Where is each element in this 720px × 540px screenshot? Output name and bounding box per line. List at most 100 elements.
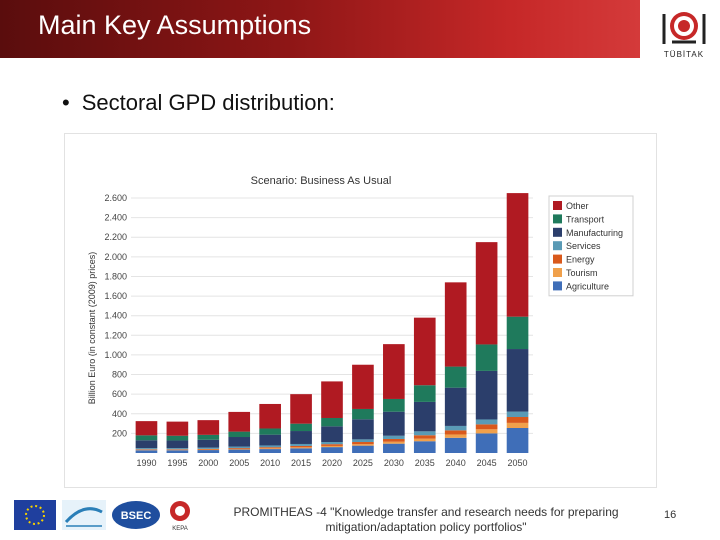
bar-segment-tourism [444,434,467,438]
bar-segment-tourism [475,429,498,434]
bar-segment-energy [506,417,529,423]
partner-logos: BSEC KEPA [14,496,204,536]
bar-segment-transport [383,398,405,412]
bar-segment-other [290,394,312,424]
bar-segment-manufacturing [135,440,158,449]
bar-segment-transport [413,385,436,402]
bar-segment-transport [475,344,498,371]
legend-swatch [553,214,562,224]
y-tick-label: 1.600 [104,291,127,301]
bar-segment-other [197,420,220,435]
bar-segment-agriculture [259,449,281,453]
legend-label: Other [566,201,589,211]
bar-segment-services [321,442,343,445]
chart-canvas: Scenario: Business As Usual Billion Euro… [87,175,634,468]
bullet-point: • Sectoral GPD distribution: [62,90,335,116]
legend-box [548,195,634,297]
bar-segment-tourism [259,448,281,450]
bar-segment-other [228,411,251,432]
x-tick-label: 2045 [477,458,497,468]
bar-segment-services [444,425,467,431]
x-tick-label: 2035 [415,458,435,468]
bar-segment-manufacturing [506,349,529,412]
bar-segment-services [290,443,312,446]
bar-segment-services [166,448,189,450]
y-tick-label: 2.200 [104,232,127,242]
bar-segment-tourism [290,447,312,449]
bar-segment-agriculture [228,449,251,453]
bar-segment-agriculture [352,445,374,453]
y-tick-label: 400 [112,409,127,419]
bar-segment-energy [166,449,189,450]
bar-segment-services [135,448,158,450]
bar-segment-tourism [413,438,436,442]
y-tick-label: 1.800 [104,271,127,281]
title-bar: Main Key Assumptions [0,0,640,58]
kepa-logo-text: KEPA [172,526,188,532]
y-tick-label: 2.600 [104,193,127,203]
bullet-dot-icon: • [62,90,70,115]
bar-segment-energy [444,430,467,435]
bar-segment-transport [197,434,220,440]
x-tick-label: 1990 [136,458,156,468]
bar-segment-manufacturing [321,426,343,443]
bar-segment-services [259,445,281,448]
bar-segment-manufacturing [383,411,405,436]
x-tick-labels: 1990 1995 2000 2005 2010 2015 2020 2025 2030 2035… [136,458,527,468]
x-tick-label: 2010 [260,458,280,468]
bar-segment-energy [135,449,158,450]
bsec-logo-text: BSEC [121,510,152,522]
bar-segment-energy [475,424,498,430]
y-tick-labels: 200 400 600 800 1.000 1.200 1.400 1.600 1.800 2.0… [104,193,127,438]
y-tick-label: 800 [112,370,127,380]
bar-segment-agriculture [135,450,158,453]
bar-segment-services [197,447,220,449]
footer-line-1: PROMITHEAS -4 "Knowledge transfer and re… [233,505,619,519]
x-tick-label: 2000 [198,458,218,468]
x-tick-label: 2025 [353,458,373,468]
x-tick-label: 2040 [446,458,466,468]
bars [135,193,529,453]
bar-segment-transport [135,435,158,441]
bar-segment-manufacturing [475,370,498,420]
bar-segment-agriculture [413,441,436,453]
bar-segment-transport [290,423,312,432]
x-tick-label: 2020 [322,458,342,468]
bar-segment-transport [444,366,467,388]
bar-segment-tourism [383,441,405,444]
legend-label: Services [566,241,601,251]
bar-segment-tourism [352,444,374,446]
bar-segment-other [166,421,189,436]
footer-caption: PROMITHEAS -4 "Knowledge transfer and re… [228,505,624,535]
bar-segment-services [383,435,405,439]
bar-segment-agriculture [290,448,312,453]
bar-segment-services [352,439,374,443]
bar-segment-transport [321,417,343,427]
kepa-logo-icon: KEPA [170,501,190,532]
bar-segment-manufacturing [259,434,281,446]
bar-segment-agriculture [475,433,498,453]
bar-segment-tourism [228,448,251,450]
bar-segment-energy [383,438,405,442]
bar-segment-manufacturing [228,437,251,447]
x-tick-label: 2050 [508,458,528,468]
bar-segment-manufacturing [197,439,220,448]
y-tick-label: 1.000 [104,350,127,360]
bar-segment-other [444,282,467,367]
bar-segment-agriculture [506,427,529,453]
bar-segment-energy [413,435,436,439]
x-tick-label: 2005 [229,458,249,468]
y-tick-label: 600 [112,389,127,399]
bar-segment-manufacturing [290,431,312,444]
bar-segment-other [413,317,436,386]
bar-segment-transport [352,408,374,420]
bar-segment-manufacturing [444,387,467,426]
y-tick-label: 2.400 [104,213,127,223]
bar-segment-energy [197,448,220,450]
legend-swatch [553,241,562,251]
bar-segment-other [352,364,374,409]
bar-segment-tourism [321,445,343,448]
chart-legend: Other Transport Manufacturing Services Energ… [548,195,634,297]
bar-segment-transport [166,435,189,441]
eu-flag-icon [14,500,56,530]
